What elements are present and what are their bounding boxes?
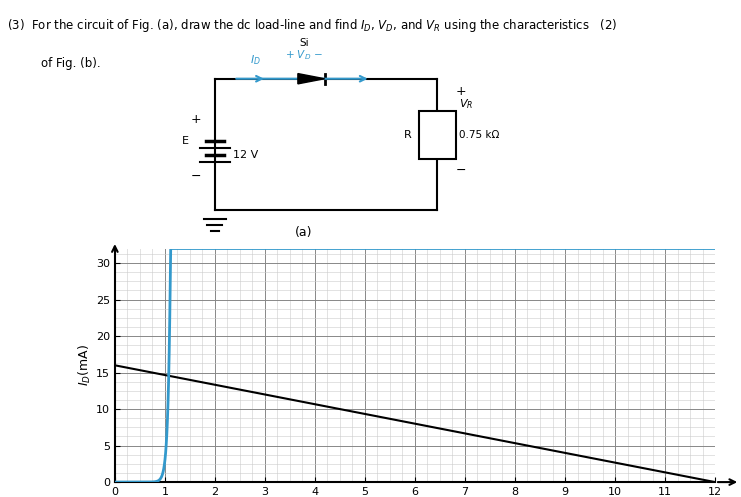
Text: −: − (456, 164, 466, 177)
Text: −: − (191, 170, 202, 183)
Text: Si: Si (299, 38, 308, 48)
Text: $V_R$: $V_R$ (459, 97, 473, 111)
Polygon shape (298, 74, 325, 84)
Bar (419, 111, 456, 159)
Text: (a): (a) (295, 226, 313, 239)
Text: 0.75 kΩ: 0.75 kΩ (459, 130, 499, 140)
Text: + $V_D$ −: + $V_D$ − (285, 48, 323, 62)
Text: +: + (456, 85, 466, 98)
Text: +: + (191, 113, 202, 126)
Text: E: E (182, 136, 189, 146)
Text: 12 V: 12 V (233, 150, 259, 160)
Text: of Fig. (b).: of Fig. (b). (41, 57, 100, 70)
Text: $I_D$: $I_D$ (250, 53, 261, 67)
Text: R: R (404, 130, 411, 140)
Y-axis label: $I_D$(mA): $I_D$(mA) (77, 344, 93, 386)
Text: (3)  For the circuit of Fig. (a), draw the dc load-line and find $I_D$, $V_D$, a: (3) For the circuit of Fig. (a), draw th… (7, 17, 617, 34)
